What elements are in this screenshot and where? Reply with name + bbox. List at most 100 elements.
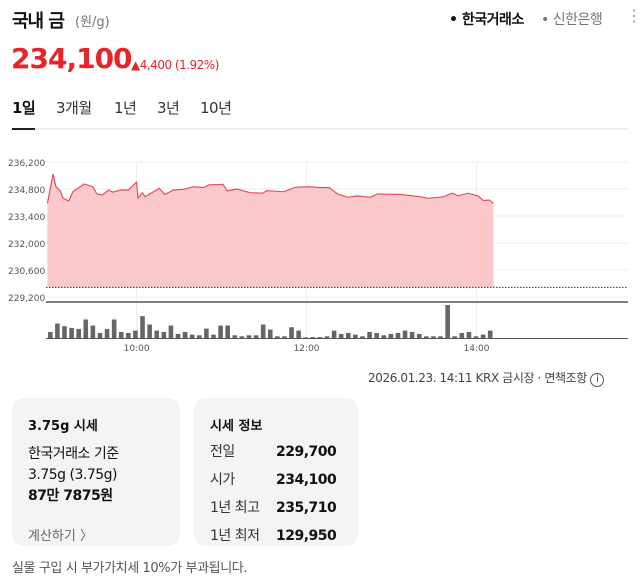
volume-bar xyxy=(338,333,344,338)
info-value: 129,950 xyxy=(276,528,337,544)
volume-bar xyxy=(197,335,202,338)
volume-bar xyxy=(452,336,458,338)
volume-bar xyxy=(374,332,379,338)
volume-bar xyxy=(431,336,436,338)
volume-bar xyxy=(218,325,223,338)
y-tick-label: 230,600 xyxy=(8,267,45,277)
volume-bar xyxy=(239,336,245,338)
volume-bar xyxy=(260,324,266,338)
volume-bar xyxy=(466,331,472,338)
info-key: 1년 최저 xyxy=(210,528,260,544)
tab-10y[interactable]: 10년 xyxy=(200,99,232,117)
volume-bar xyxy=(346,332,351,338)
page-title: 국내 금 xyxy=(12,11,65,32)
volume-bar xyxy=(360,336,365,338)
volume-bar xyxy=(445,305,450,338)
weight: 3.75g (3.75g) xyxy=(28,467,118,483)
x-tick-label: 10:00 xyxy=(124,344,150,354)
volume-bar xyxy=(480,334,486,338)
volume-bar xyxy=(48,331,53,338)
volume-bar xyxy=(416,333,422,338)
card-title: 3.75g 시세 xyxy=(28,419,98,434)
volume-bar xyxy=(118,331,124,338)
tab-3y[interactable]: 3년 xyxy=(157,99,180,117)
volume-bar xyxy=(409,331,415,338)
source-krx[interactable]: • 한국거래소 xyxy=(449,12,524,28)
timestamp: 2026.01.23. 14:11 KRX 금시장 · 면책조항 i xyxy=(368,369,605,387)
volume-bar xyxy=(90,325,96,338)
volume-bar xyxy=(395,332,401,338)
volume-bar xyxy=(55,323,60,338)
y-tick-label: 233,400 xyxy=(8,213,45,223)
volume-bar xyxy=(424,336,429,338)
volume-bar xyxy=(275,336,280,338)
card-title: 시세 정보 xyxy=(210,419,263,434)
y-tick-label: 234,800 xyxy=(8,186,45,196)
tab-3m[interactable]: 3개월 xyxy=(56,99,92,117)
volume-bar xyxy=(104,328,110,338)
volume-bar xyxy=(459,332,465,338)
volume-bar xyxy=(140,316,145,338)
volume-bar xyxy=(296,330,301,338)
calculate-link[interactable]: 계산하기 〉 xyxy=(28,529,93,544)
info-row: 1년 최고 235,710 xyxy=(210,494,342,522)
tab-1y[interactable]: 1년 xyxy=(114,99,137,117)
volume-bar xyxy=(69,327,74,338)
volume-bar xyxy=(317,336,323,338)
volume-bar xyxy=(487,330,493,338)
price-line xyxy=(46,173,494,204)
volume-bar xyxy=(175,333,181,338)
tab-divider xyxy=(12,128,628,130)
vat-note: 실물 구입 시 부가가치세 10%가 부과됩니다. xyxy=(12,561,248,576)
x-tick-label: 12:00 xyxy=(294,344,320,354)
volume-bar xyxy=(97,332,103,338)
info-key: 전일 xyxy=(210,444,235,460)
volume-bar xyxy=(438,336,443,338)
volume-bar xyxy=(331,330,337,338)
volume-bar xyxy=(168,325,174,338)
info-icon[interactable]: i xyxy=(590,373,605,387)
info-key: 시가 xyxy=(210,472,235,488)
info-row: 1년 최저 129,950 xyxy=(210,522,342,550)
volume-bar xyxy=(289,327,294,338)
volume-bar xyxy=(189,334,195,338)
unit-label: (원/g) xyxy=(75,15,110,30)
volume-bar xyxy=(225,325,230,338)
volume-bar xyxy=(402,330,408,338)
price-chart[interactable]: 236,200 234,800 233,400 232,000 230,600 229,2… xyxy=(0,150,640,360)
current-price: 234,100 xyxy=(11,42,133,75)
y-tick-label: 232,000 xyxy=(8,240,45,250)
volume-bar xyxy=(111,319,117,338)
basis: 한국거래소 기준 xyxy=(28,446,119,462)
volume-bar xyxy=(204,328,209,338)
volume-bar xyxy=(211,334,216,338)
info-value: 229,700 xyxy=(276,444,337,460)
volume-bar xyxy=(133,330,138,338)
card-price-info: 시세 정보 전일 229,700 시가 234,100 1년 최고 235,710 1… xyxy=(194,398,358,546)
info-row: 시가 234,100 xyxy=(210,466,342,494)
volume-bar xyxy=(303,337,309,338)
y-tick-label: 236,200 xyxy=(8,159,45,169)
info-key: 1년 최고 xyxy=(210,500,260,516)
info-value: 234,100 xyxy=(276,472,337,488)
volume-bar xyxy=(62,326,67,338)
y-tick-label: 229,200 xyxy=(8,294,45,304)
more-icon[interactable]: ⋮ xyxy=(626,6,640,25)
tab-1d[interactable]: 1일 xyxy=(12,99,36,117)
volume-bar xyxy=(253,335,259,338)
volume-bar xyxy=(161,331,167,338)
price-area xyxy=(47,174,494,288)
volume-bar xyxy=(381,335,387,338)
volume-bar xyxy=(367,331,372,338)
volume-bar xyxy=(282,336,287,338)
volume-bar xyxy=(324,336,330,338)
volume-bar xyxy=(182,331,188,338)
volume-bar xyxy=(353,334,358,338)
value: 87만 7875원 xyxy=(28,488,113,504)
price-change: ▲4,400 (1.92%) xyxy=(131,58,219,72)
volume-bar xyxy=(232,335,238,338)
source-shinhan[interactable]: • 신한은행 xyxy=(541,12,603,28)
volume-bar xyxy=(76,328,81,338)
volume-bar xyxy=(310,336,316,338)
volume-bar xyxy=(246,335,252,338)
